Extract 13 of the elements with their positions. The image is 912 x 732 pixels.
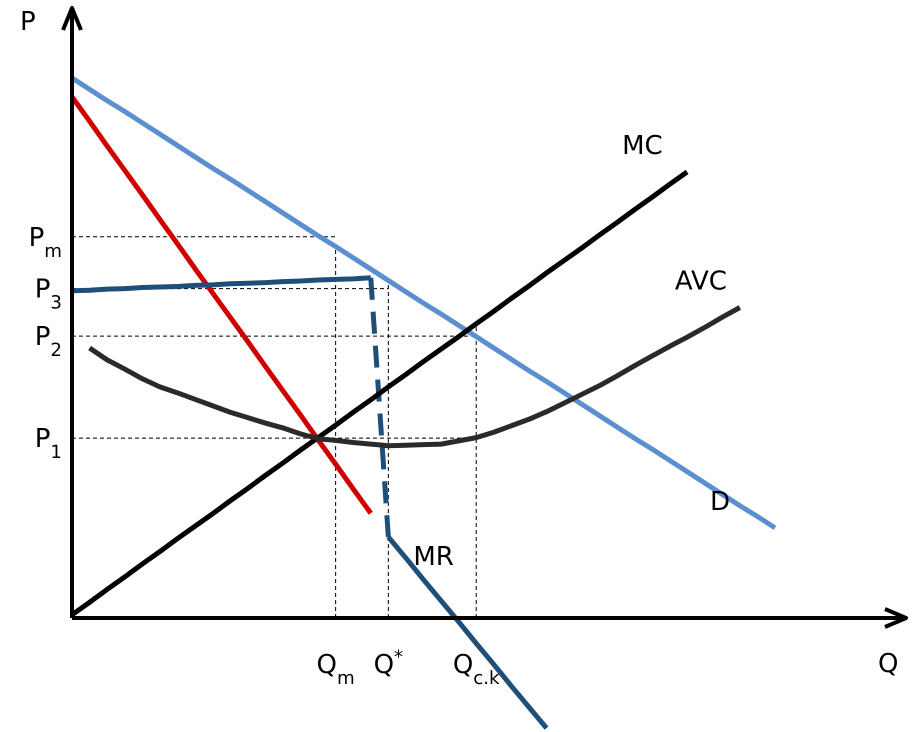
- ref-line-label: P$_{1}$: [34, 424, 62, 463]
- x-axis-title: Q: [878, 649, 898, 679]
- series-label: AVC: [674, 266, 727, 296]
- y-axis-title: P: [20, 7, 36, 37]
- ref-line-label: P$_{2}$: [34, 322, 62, 361]
- series-label: MR: [413, 542, 454, 572]
- series-label: D: [710, 486, 730, 517]
- x-tick-label: Q$_{c.k}$: [452, 650, 500, 688]
- x-tick-label: Q$_{m}$: [316, 650, 355, 688]
- x-tick-label: Q$^{*}$: [374, 646, 404, 680]
- ref-line-label: P$_{m}$: [28, 222, 62, 262]
- ref-line-label: P$_{3}$: [34, 274, 62, 314]
- series-label: MC: [622, 130, 663, 161]
